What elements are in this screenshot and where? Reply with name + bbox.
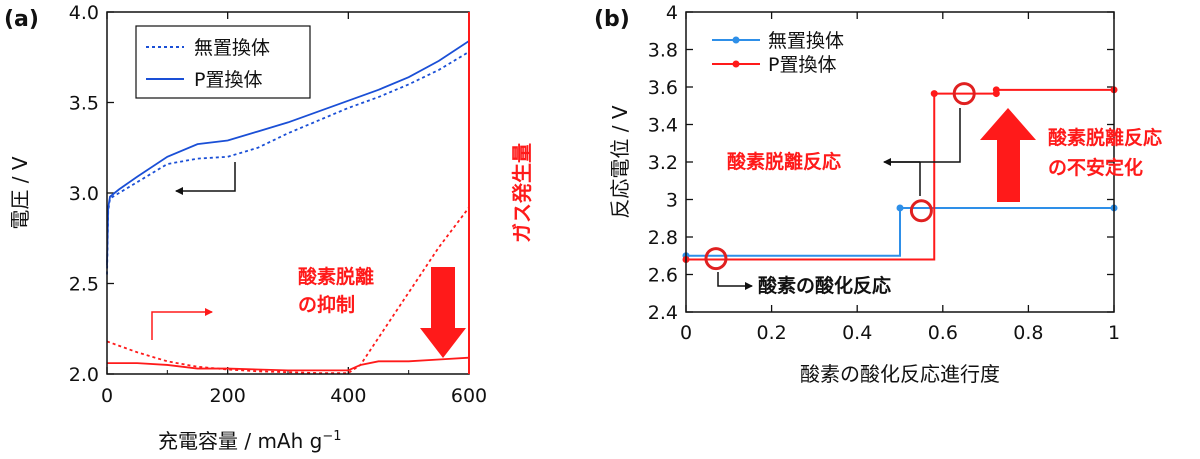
oxidation-label: 酸素の酸化反応 — [758, 274, 891, 297]
y-tick-label: 3 — [666, 190, 678, 212]
panel-a-legend: 無置換体 P置換体 — [135, 25, 311, 99]
data-point — [930, 90, 938, 98]
panel-b-legend: 無置換体 P置換体 — [712, 30, 844, 76]
y-tick-label: 3.5 — [69, 93, 99, 115]
panel-a-ylabel: 電圧 / V — [8, 156, 32, 229]
series-line-1 — [106, 40, 470, 266]
panel-b-frame — [685, 11, 1115, 313]
highlight-circle — [952, 82, 976, 106]
y-tick-label: 3.4 — [648, 115, 678, 137]
x-tick-label: 0 — [101, 385, 113, 407]
legend-marker-blue — [732, 36, 740, 44]
x-tick-label: 0.8 — [1013, 322, 1043, 344]
panel-b: (b) 0 0.2 0.4 0.6 0.8 1 2.4 2.6 2.8 3 3.2 3.4 3.6 3.8… — [594, 2, 1162, 386]
panel-a-series — [106, 40, 470, 374]
panel-b-xlabel: 酸素の酸化反応進行度 — [800, 362, 1000, 386]
y-tick-label: 2.5 — [69, 274, 99, 296]
highlight-circle — [704, 247, 728, 271]
series-line-3 — [107, 356, 470, 372]
series-line-2 — [106, 206, 470, 374]
down-arrow-icon — [420, 267, 466, 358]
legend-marker-red — [732, 60, 740, 68]
panel-a-label: (a) — [4, 7, 39, 32]
y-tick-label: 3.2 — [648, 152, 678, 174]
x-tick-label: 600 — [451, 385, 487, 407]
gas-axis-arrow — [151, 308, 213, 340]
y-tick-label: 2.8 — [648, 227, 678, 249]
y-tick-label: 2.0 — [69, 364, 99, 386]
panel-b-ylabel: 反応電位 / V — [608, 105, 632, 218]
oxidation-arrow — [717, 272, 753, 290]
x-tick-label: 0 — [680, 322, 692, 344]
release-label: 酸素脱離反応 — [727, 150, 841, 173]
panel-b-ticks: 0 0.2 0.4 0.6 0.8 1 2.4 2.6 2.8 3 3.2 3.4 3.6 3.8 4 — [648, 2, 1120, 344]
x-tick-label: 0.6 — [928, 322, 958, 344]
y-tick-label: 3.8 — [648, 40, 678, 62]
panel-b-label: (b) — [594, 7, 630, 32]
legend-box — [135, 25, 311, 99]
suppression-label-2: の抑制 — [298, 293, 355, 316]
step-line-1 — [686, 88, 1114, 261]
y-tick-label: 4 — [666, 2, 678, 24]
voltage-axis-arrow — [175, 162, 236, 195]
legend-label-1: 無置換体 — [194, 37, 270, 59]
legend-b-label-1: 無置換体 — [768, 30, 844, 52]
x-tick-label: 0.4 — [842, 322, 872, 344]
y-tick-label: 4.0 — [69, 2, 99, 24]
y-tick-label: 3.6 — [648, 77, 678, 99]
x-tick-label: 200 — [210, 385, 246, 407]
y-tick-label: 2.6 — [648, 265, 678, 287]
panel-a-y2label: ガス発生量 — [510, 143, 534, 243]
x-tick-label: 400 — [330, 385, 366, 407]
data-point — [992, 86, 1000, 94]
panel-b-series — [682, 82, 1118, 271]
instability-label-1: 酸素脱離反応 — [1048, 126, 1162, 149]
panel-a: (a) 0 200 400 600 2.0 2.5 3.0 3.5 4.0 充電容量 / mAh… — [4, 2, 534, 453]
highlight-circle — [909, 199, 933, 223]
up-arrow-icon — [980, 108, 1036, 202]
legend-label-2: P置換体 — [194, 69, 262, 91]
instability-label-2: の不安定化 — [1048, 156, 1143, 179]
panel-a-xlabel: 充電容量 / mAh g−1 — [158, 429, 342, 453]
y-tick-label: 2.4 — [648, 302, 678, 324]
data-point — [896, 204, 904, 212]
release-bracket — [886, 108, 961, 196]
suppression-label-1: 酸素脱離 — [298, 265, 374, 288]
step-line-0 — [686, 206, 1114, 257]
x-tick-label: 0.2 — [756, 322, 786, 344]
y-tick-label: 3.0 — [69, 183, 99, 205]
x-tick-label: 1 — [1108, 322, 1120, 344]
legend-b-label-2: P置換体 — [768, 54, 836, 76]
